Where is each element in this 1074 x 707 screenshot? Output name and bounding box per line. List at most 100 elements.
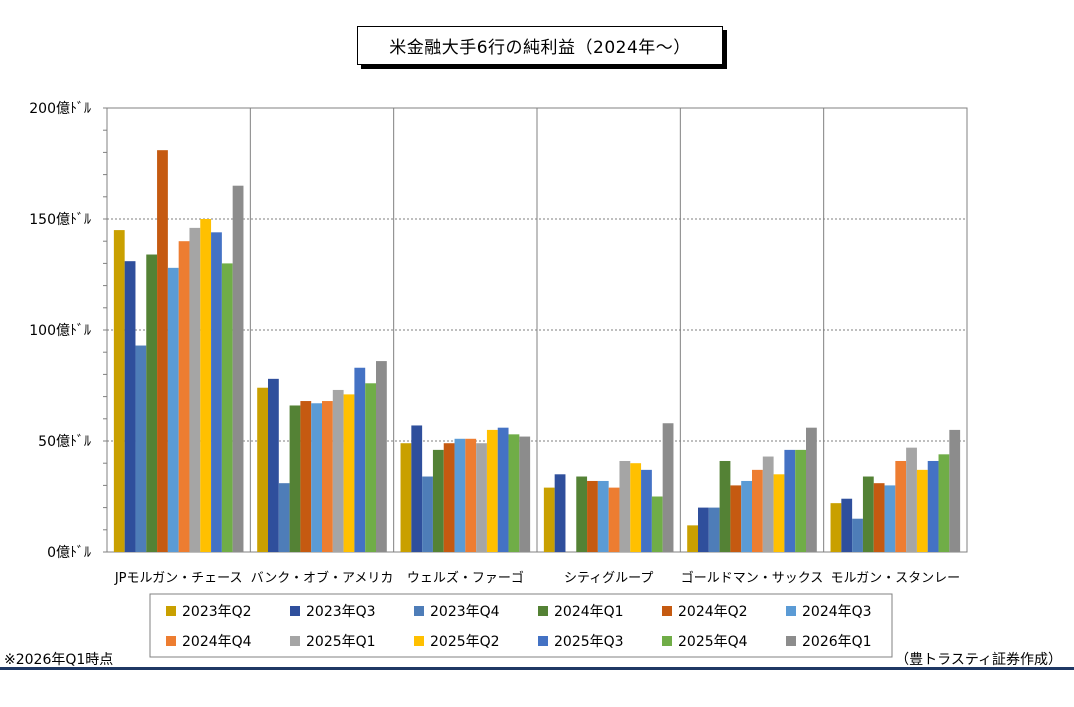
bar [354,367,366,552]
x-axis-categories: JPモルガン・チェース バンク・オブ・アメリカ ウェルズ・ファーゴ シティグループ ゴー… [114,570,960,586]
bar [289,405,301,552]
bar [178,241,190,552]
bar [949,429,961,552]
bar [873,483,885,552]
y-tick-label: 200億ﾄﾞﾙ [29,101,91,117]
x-category-label: モルガン・スタンレー [831,571,961,586]
bar [476,443,487,552]
legend-item: 2024年Q1 [538,604,624,620]
legend-swatch [414,606,424,616]
legend-label: 2024年Q2 [678,604,748,620]
legend-item: 2023年Q4 [414,604,500,620]
bar [687,525,698,552]
bar [411,425,423,552]
legend-swatch [290,606,300,616]
legend-item: 2024年Q2 [662,604,748,620]
legend-swatch [166,636,176,646]
bar [630,463,642,552]
x-category-label: ウェルズ・ファーゴ [407,570,524,586]
bar [608,487,620,552]
bar [927,460,939,552]
legend-item: 2023年Q2 [166,604,252,620]
bar [300,401,312,552]
bar [884,485,896,552]
bar [698,507,709,552]
bar [708,507,720,552]
bar [497,427,509,552]
legend-label: 2025年Q3 [554,634,624,650]
legend-item: 2026年Q1 [786,634,872,650]
bar [830,503,842,552]
bar [465,438,477,552]
bar [167,267,179,552]
legend-label: 2024年Q1 [554,604,624,620]
bar [486,429,498,552]
bar [641,469,652,552]
bar [862,476,874,552]
bar [938,454,950,552]
bar [916,469,928,552]
bar [852,518,863,552]
bar [773,474,785,552]
legend-label: 2023年Q3 [306,604,376,620]
legend-swatch [662,636,672,646]
x-category-label: ゴールドマン・サックス [681,570,824,586]
bar [587,480,598,552]
legend-swatch [538,606,548,616]
bar [124,261,136,552]
legend-label: 2025年Q2 [430,634,500,650]
bar [597,480,609,552]
y-axis-ticks: 0億ﾄﾞﾙ 50億ﾄﾞﾙ 100億ﾄﾞﾙ 150億ﾄﾞﾙ 200億ﾄﾞﾙ [29,101,91,561]
legend-label: 2023年Q4 [430,604,500,620]
bar [662,423,674,552]
bar [443,443,455,552]
legend-item: 2025年Q3 [538,634,624,650]
bar [422,476,433,552]
bar [200,219,212,552]
bar [454,438,466,552]
y-tick-label: 0億ﾄﾞﾙ [47,545,91,561]
bar [157,150,168,552]
bar [795,449,806,552]
bar [719,460,731,552]
x-category-label: JPモルガン・チェース [114,571,243,586]
legend-item: 2024年Q4 [166,634,252,650]
legend-item: 2023年Q3 [290,604,376,620]
bar [543,487,555,552]
bar [554,474,566,552]
bar [146,254,158,552]
y-tick-label: 50億ﾄﾞﾙ [38,434,91,450]
legend-label: 2024年Q3 [802,604,872,620]
bar [576,476,588,552]
bar [113,230,125,552]
source-credit: （豊トラスティ証券作成） [895,652,1062,668]
bar [841,498,853,552]
legend-item: 2025年Q1 [290,634,376,650]
legend-label: 2024年Q4 [182,634,252,650]
legend-label: 2025年Q1 [306,634,376,650]
bar [519,436,531,552]
bar [322,401,333,552]
legend-swatch [538,636,548,646]
x-category-label: シティグループ [564,571,653,586]
bar [752,469,763,552]
legend-swatch [290,636,300,646]
chart-bars [113,150,961,552]
bar [376,361,387,552]
bar [189,227,201,552]
bar [232,185,244,552]
chart-title: 米金融大手6行の純利益（2024年～） [357,26,723,65]
legend-label: 2026年Q1 [802,634,872,650]
x-category-label: バンク・オブ・アメリカ [251,570,394,586]
legend-item: 2025年Q2 [414,634,500,650]
bar [221,263,233,552]
bar [741,480,752,552]
legend-label: 2023年Q2 [182,604,252,620]
bar [784,449,796,552]
bar [343,394,355,552]
legend-swatch [662,606,672,616]
bar [278,483,290,552]
footnote: ※2026年Q1時点 [4,652,114,668]
legend-label: 2025年Q4 [678,634,748,650]
